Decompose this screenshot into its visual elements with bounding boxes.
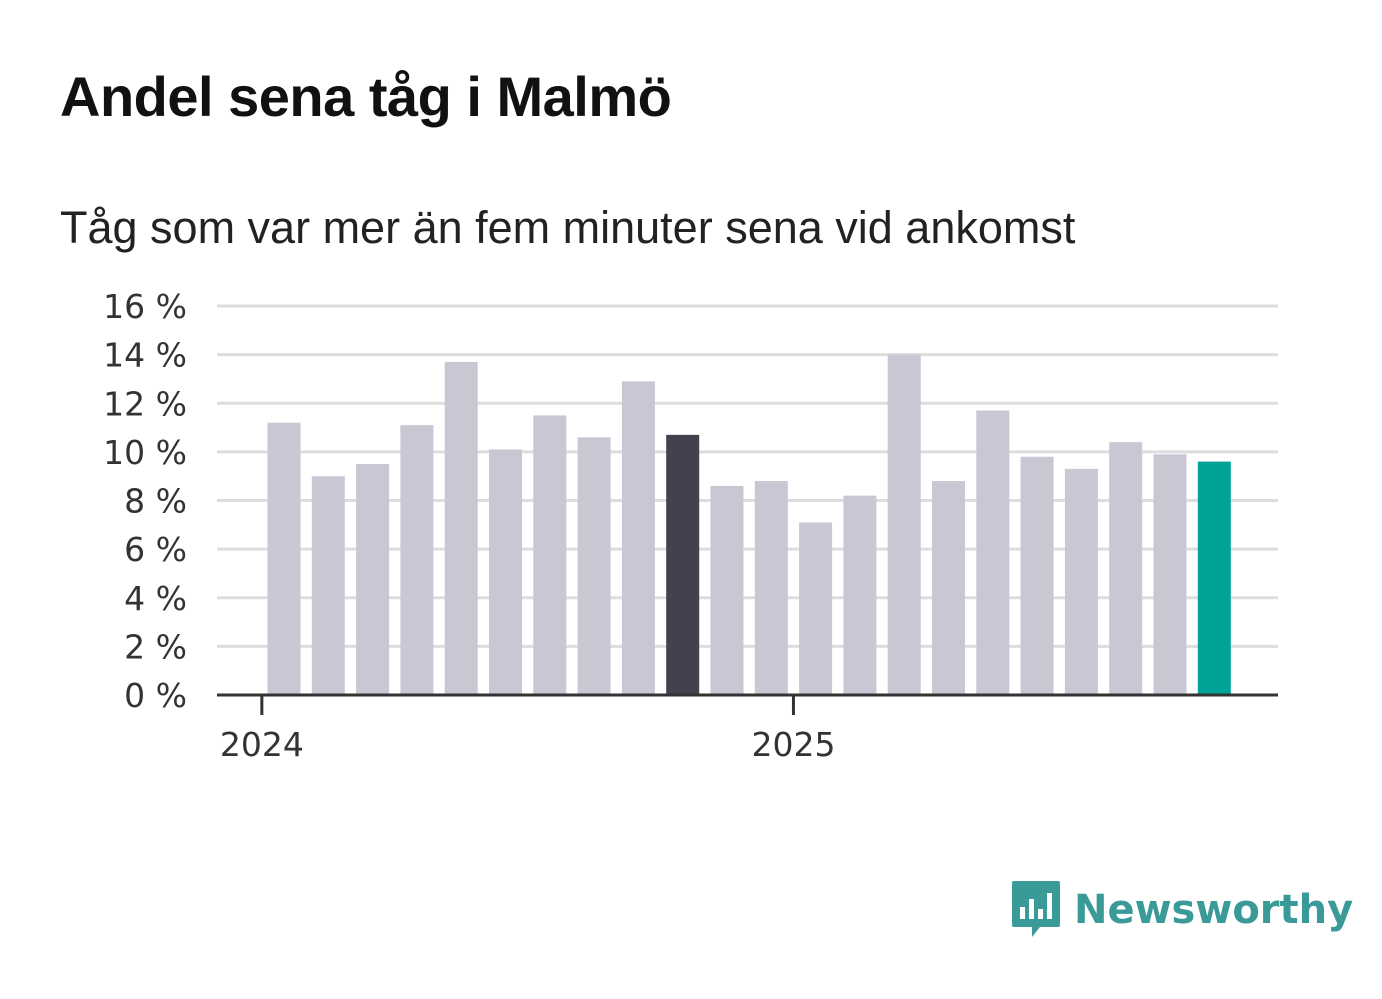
y-tick-label: 6 % xyxy=(124,530,187,569)
bar xyxy=(533,415,567,695)
bar xyxy=(444,361,478,695)
y-tick-label: 2 % xyxy=(124,627,187,666)
y-tick-label: 4 % xyxy=(124,579,187,618)
chart-subtitle: Tåg som var mer än fem minuter sena vid … xyxy=(60,202,1076,253)
bar xyxy=(710,485,744,695)
bar xyxy=(887,354,921,695)
bar xyxy=(267,422,301,695)
brand-name: Newsworthy xyxy=(1074,887,1354,933)
bar xyxy=(754,481,788,695)
bar xyxy=(932,481,965,695)
x-tick-label: 2025 xyxy=(751,725,835,764)
bar xyxy=(843,495,877,695)
brand-logo: Newsworthy xyxy=(1010,878,1353,942)
bar xyxy=(400,425,434,695)
bar xyxy=(1153,454,1187,695)
bar xyxy=(577,437,611,695)
bar xyxy=(1197,461,1231,695)
bar xyxy=(621,381,655,695)
bar xyxy=(666,434,700,695)
y-tick-label: 12 % xyxy=(103,384,187,423)
y-tick-label: 14 % xyxy=(103,336,187,375)
y-tick-label: 0 % xyxy=(124,676,187,715)
bar xyxy=(311,476,345,695)
newsworthy-logo-icon xyxy=(1012,881,1060,937)
y-tick-label: 10 % xyxy=(103,433,187,472)
bar xyxy=(489,449,522,695)
y-tick-label: 16 % xyxy=(103,287,187,326)
bar xyxy=(976,410,1010,695)
bar xyxy=(356,464,390,695)
bar xyxy=(799,522,833,695)
bar xyxy=(1020,456,1054,695)
bar xyxy=(1064,468,1098,695)
chart-title: Andel sena tåg i Malmö xyxy=(60,65,672,128)
x-tick-label: 2024 xyxy=(220,725,304,764)
y-tick-label: 8 % xyxy=(124,482,187,521)
bar xyxy=(1109,442,1143,695)
